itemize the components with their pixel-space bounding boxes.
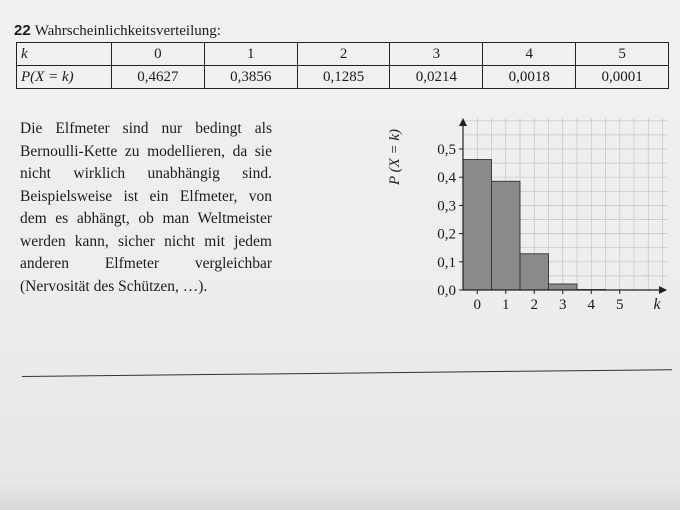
chart-bars [462,159,635,291]
distribution-table: k 0 1 2 3 4 5 P(X = k) 0,4627 0,3856 0,1… [16,42,669,89]
p-cell: 0,3856 [203,65,298,89]
y-tick-label: 0,3 [437,198,456,214]
histogram-bar-k1 [491,180,521,291]
y-tick-label: 0,4 [437,170,456,186]
y-tick-label: 0,0 [437,283,456,299]
histogram-bar-k3 [548,283,578,291]
histogram-bar-k2 [519,253,549,291]
y-tick-label: 0,5 [437,142,456,158]
table-row-p: P(X = k) 0,4627 0,3856 0,1285 0,0214 0,0… [16,65,669,89]
chart-axes [459,118,667,294]
y-axis-label: P (X = k) [387,129,403,186]
task-title: Wahrscheinlichkeitsverteilung: [34,23,221,39]
k-cell: 5 [575,42,669,66]
probability-histogram: 0,0 0,1 0,2 0,3 0,4 0,5 0 1 2 3 4 5 k P (X = k) [387,118,667,313]
separator-line [21,369,672,377]
table-row-k: k 0 1 2 3 4 5 [16,42,669,66]
p-cell: 0,0001 [575,65,669,89]
x-tick-label: 0 [474,297,482,313]
p-cell: 0,1285 [296,65,391,89]
y-tick-label: 0,1 [437,255,456,271]
histogram-bar-k0 [462,159,492,291]
x-tick-label: 4 [588,297,596,313]
k-cell: 2 [296,42,391,66]
x-axis-arrow [659,286,667,294]
x-tick-label: 5 [616,297,624,313]
row-label-k: k [16,42,112,66]
y-tick-label: 0,2 [437,227,456,243]
task-number: 22 [14,22,31,39]
explanation-paragraph: Die Elfmeter sind nur bedingt als Bernou… [20,120,272,295]
page-edge-shadow [0,480,680,510]
p-cell: 0,0214 [389,65,484,89]
chart-labels: 0,0 0,1 0,2 0,3 0,4 0,5 0 1 2 3 4 5 k P (X = k) [387,129,661,313]
p-cell: 0,0018 [482,65,577,89]
x-tick-label: 1 [502,297,510,313]
k-cell: 4 [482,42,577,66]
task-heading: 22 Wahrscheinlichkeitsverteilung: [14,22,221,40]
k-cell: 3 [389,42,484,66]
x-axis-label: k [653,296,661,313]
k-cell: 1 [203,42,298,66]
k-cell: 0 [111,42,205,66]
x-tick-label: 3 [559,297,567,313]
x-tick-label: 2 [531,297,539,313]
y-axis-arrow [459,118,467,126]
p-cell: 0,4627 [111,65,205,89]
row-label-p: P(X = k) [16,65,112,89]
